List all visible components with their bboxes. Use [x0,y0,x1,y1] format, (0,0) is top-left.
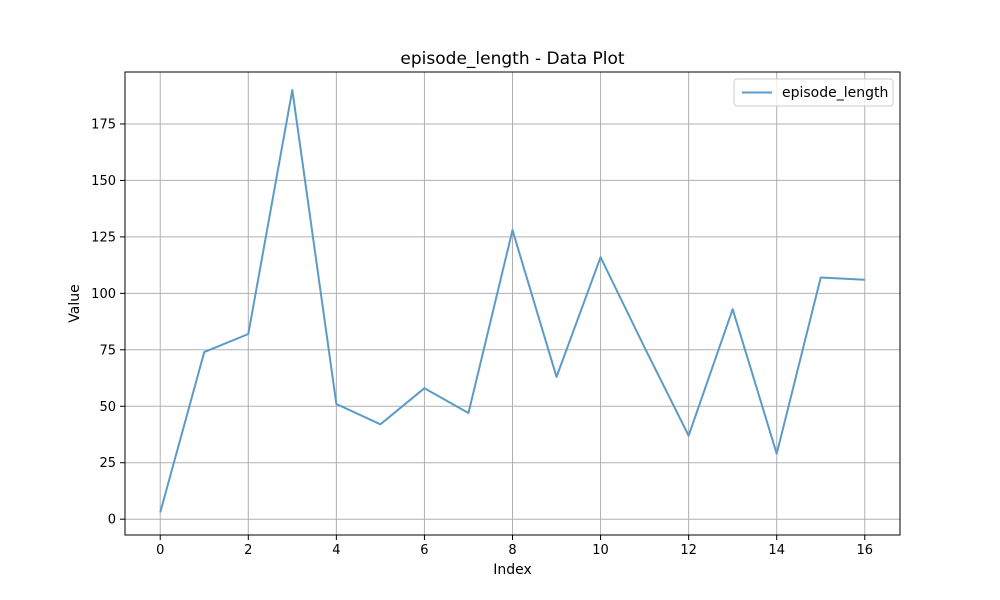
x-tick-label: 2 [244,543,252,558]
data-point [864,279,866,281]
data-point [467,412,469,414]
data-point [203,351,205,353]
data-point [732,308,734,310]
series-layer [159,89,866,513]
data-point [644,347,646,349]
legend-entry-label: episode_length [782,85,888,101]
x-axis: 0 2 4 6 8 10 12 14 16 [156,535,873,558]
x-tick-label: 12 [680,543,697,558]
y-tick-label: 50 [99,400,116,415]
series-line-episode_length [159,89,865,513]
y-tick-label: 175 [91,117,116,132]
data-point [556,376,558,378]
data-point [423,387,425,389]
data-point [688,435,690,437]
data-point [247,333,249,335]
legend: episode_length [733,78,894,107]
y-tick-label: 75 [99,343,116,358]
x-tick-label: 14 [768,543,785,558]
legend-box [733,78,894,107]
grid-lines [125,72,900,535]
x-tick-label: 4 [332,543,340,558]
data-point [335,403,337,405]
x-tick-label: 0 [156,543,164,558]
y-tick-label: 0 [108,513,116,528]
x-axis-label: Index [493,562,532,578]
y-axis: 0 25 50 75 100 125 150 175 [91,117,125,528]
x-tick-label: 8 [508,543,516,558]
y-tick-label: 100 [91,287,116,302]
data-point [820,277,822,279]
data-point [379,423,381,425]
data-point [600,256,602,258]
data-point [512,229,514,231]
y-tick-label: 125 [91,230,116,245]
data-point [159,511,161,513]
x-tick-label: 6 [420,543,428,558]
chart-title: episode_length - Data Plot [400,49,624,69]
y-tick-label: 25 [99,456,116,471]
x-tick-label: 10 [592,543,609,558]
data-point [291,89,293,91]
y-axis-label: Value [67,284,83,322]
data-point [776,453,778,455]
y-tick-label: 150 [91,174,116,189]
x-tick-label: 16 [856,543,873,558]
